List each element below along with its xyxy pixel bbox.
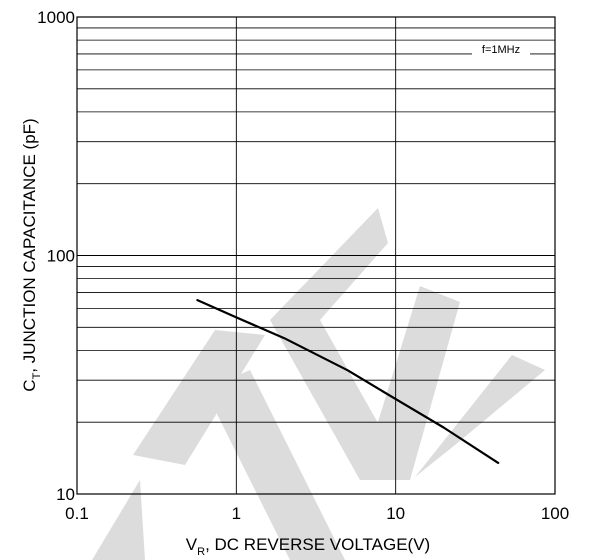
x-tick-label: 10	[386, 504, 405, 523]
x-tick-label: 100	[541, 504, 569, 523]
watermark-logo	[92, 208, 545, 560]
y-axis-label-sub: T	[31, 372, 43, 379]
y-axis-label: CT, JUNCTION CAPACITANCE (pF)	[20, 118, 43, 391]
y-tick-label: 1000	[37, 8, 75, 27]
tick-labels: 0.1 1 10 100 10 100 1000	[37, 8, 569, 523]
y-tick-label: 10	[56, 485, 75, 504]
y-axis-label-main: C	[20, 379, 39, 391]
x-tick-label: 0.1	[65, 504, 89, 523]
grid-lines	[77, 17, 555, 494]
x-axis-label-rest: , DC REVERSE VOLTAGE(V)	[205, 535, 430, 554]
series-line	[196, 299, 500, 464]
y-tick-label: 100	[47, 247, 75, 266]
x-axis-label: VR, DC REVERSE VOLTAGE(V)	[186, 535, 430, 558]
x-axis-label-sub: R	[197, 546, 205, 558]
x-axis-label-main: V	[186, 535, 198, 554]
x-tick-label: 1	[232, 504, 241, 523]
annotation-bg	[472, 41, 530, 57]
series-layer	[196, 299, 500, 464]
y-axis-label-rest: , JUNCTION CAPACITANCE (pF)	[20, 118, 39, 372]
annotation-label: f=1MHz	[482, 44, 520, 56]
